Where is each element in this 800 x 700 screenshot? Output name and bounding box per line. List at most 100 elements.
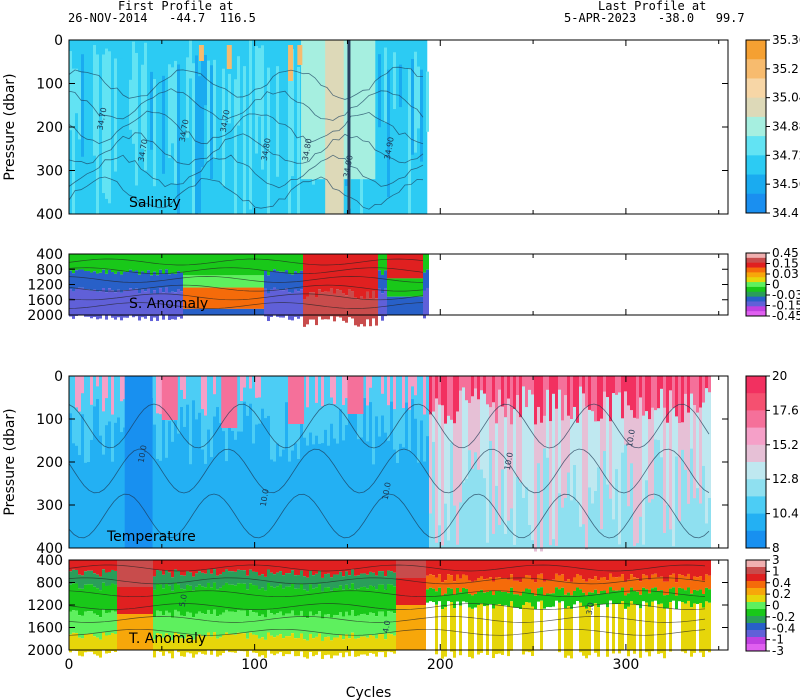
anomaly-field-cell [408, 296, 411, 315]
anomaly-field-cell [69, 289, 72, 317]
anomaly-field-cell [333, 560, 336, 575]
anomaly-field-cell [438, 574, 441, 588]
temperature-cold-column [124, 376, 153, 548]
anomaly-field-cell [393, 296, 396, 315]
temperature-field-cell [372, 376, 375, 465]
temperature-contour-label: 10.0 [625, 429, 637, 448]
anomaly-field-cell [585, 608, 588, 659]
salinity-field-cell [408, 68, 411, 214]
temperature-field-cell [468, 376, 471, 403]
salinity-field-cell [144, 42, 147, 171]
temperature-field-cell [195, 376, 198, 420]
anomaly-field-cell [243, 275, 246, 288]
anomaly-field-cell [342, 293, 345, 321]
anomaly-field-cell [75, 569, 78, 584]
anomaly-field-cell [420, 254, 423, 279]
anomaly-field-cell [264, 288, 267, 317]
temperature-colorbar-swatch [746, 513, 766, 532]
temperature-field-cell [468, 376, 471, 548]
temperature-field-cell [627, 376, 630, 406]
anomaly-field-cell [72, 254, 75, 274]
anomaly-field-cell [174, 609, 177, 633]
anomaly-field-cell [414, 254, 417, 279]
salinity-field-cell [252, 45, 255, 135]
anomaly-field-cell [246, 287, 249, 309]
anomaly-field-cell [486, 591, 489, 606]
temperature-anomaly-colorbar-label: -0.2 [772, 610, 795, 624]
anomaly-field-cell [198, 275, 201, 288]
anomaly-field-cell [120, 560, 123, 587]
temperature-field-cell [276, 376, 279, 444]
anomaly-field-cell [198, 560, 201, 572]
anomaly-field-cell [519, 595, 522, 610]
anomaly-field-cell [678, 560, 681, 575]
anomaly-field-cell [333, 254, 336, 294]
anomaly-field-cell [198, 254, 201, 276]
anomaly-field-cell [291, 274, 294, 293]
anomaly-field-cell [420, 578, 423, 605]
salinity-field-cell [84, 55, 87, 153]
temperature-field-cell [501, 376, 504, 470]
anomaly-field-cell [186, 308, 189, 315]
temperature-anomaly-colorbar-swatch [746, 637, 766, 645]
temperature-field-cell [105, 376, 108, 426]
anomaly-field-cell [636, 560, 639, 579]
temperature-field-cell [558, 376, 561, 390]
anomaly-field-cell [342, 576, 345, 590]
anomaly-field-cell [309, 292, 312, 320]
anomaly-field-cell [207, 569, 210, 583]
anomaly-field-cell [237, 275, 240, 288]
anomaly-field-cell [459, 578, 462, 593]
anomaly-field-cell [216, 575, 219, 590]
salinity-field-cell [153, 79, 156, 187]
temperature-field-cell [399, 376, 402, 444]
anomaly-field-cell [342, 616, 345, 640]
anomaly-field-cell [213, 632, 216, 651]
temperature-field-cell [270, 376, 273, 460]
anomaly-field-cell [597, 607, 600, 657]
temperature-field-cell [558, 376, 561, 494]
first-profile-label: First Profile at [118, 0, 234, 13]
anomaly-field-cell [282, 615, 285, 639]
anomaly-field-cell [93, 560, 96, 574]
anomaly-field-cell [582, 592, 585, 607]
temperature-field-cell [540, 376, 543, 552]
anomaly-field-cell [276, 289, 279, 317]
temperature-field-cell [363, 376, 366, 399]
anomaly-field-cell [279, 571, 282, 585]
anomaly-field-cell [357, 615, 360, 639]
anomaly-field-cell [438, 587, 441, 602]
anomaly-field-cell [156, 610, 159, 634]
salinity-field-cell [87, 55, 90, 104]
anomaly-field-cell [228, 634, 231, 653]
anomaly-field-cell [213, 569, 216, 583]
temperature-field-cell [111, 376, 114, 415]
anomaly-field-cell [249, 569, 252, 584]
salinity-field-cell [195, 55, 198, 215]
anomaly-field-cell [162, 560, 165, 575]
salinity-field-cell [237, 56, 240, 126]
anomaly-field-cell [630, 574, 633, 588]
anomaly-field-cell [504, 605, 507, 655]
anomaly-field-cell [657, 590, 660, 605]
anomaly-field-cell [390, 560, 393, 572]
anomaly-field-cell [291, 292, 294, 321]
temperature-field-cell [687, 376, 690, 504]
temperature-field-cell [690, 376, 693, 449]
anomaly-field-cell [219, 614, 222, 638]
anomaly-field-cell [555, 587, 558, 601]
anomaly-field-cell [564, 594, 567, 609]
anomaly-field-cell [129, 288, 132, 316]
anomaly-field-cell [366, 615, 369, 638]
anomaly-field-cell [231, 254, 234, 276]
anomaly-field-cell [183, 308, 186, 315]
anomaly-field-cell [465, 602, 468, 652]
temperature-field-cell [444, 376, 447, 504]
salinity-field-cell [285, 70, 288, 199]
salinity-contour-label: 34.70 [178, 119, 191, 143]
anomaly-field-cell [570, 581, 573, 596]
anomaly-field-cell [297, 575, 300, 589]
anomaly-field-cell [414, 296, 417, 315]
anomaly-field-cell [423, 605, 426, 650]
anomaly-field-cell [327, 573, 330, 588]
